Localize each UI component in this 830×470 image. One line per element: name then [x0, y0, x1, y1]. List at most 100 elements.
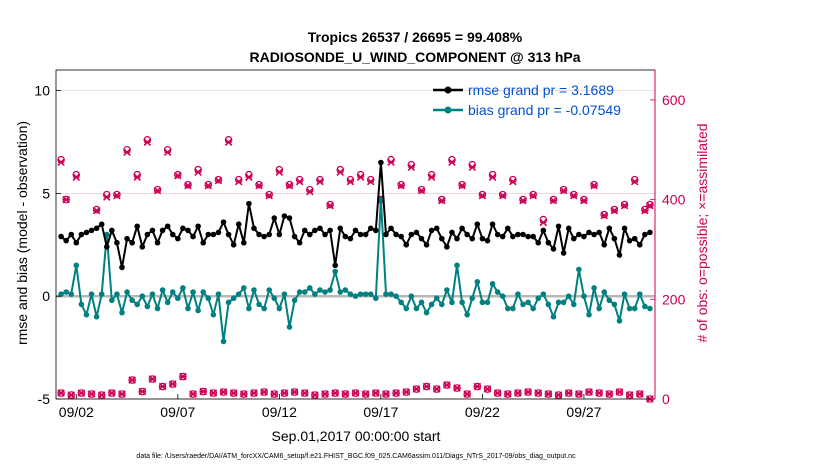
bias-point [281, 291, 288, 297]
bias-point [449, 299, 455, 306]
obs-low-assimilated-point [57, 389, 65, 397]
obs-possible-point [265, 190, 274, 199]
bias-point [144, 303, 151, 310]
bias-point [175, 295, 181, 302]
rmse-point [190, 233, 196, 240]
obs-possible-point [641, 205, 649, 214]
y-axis-left: -5 0 5 10 [34, 83, 61, 407]
rmse-point [545, 239, 552, 246]
obs-assimilated-point [356, 173, 365, 181]
bias-point [357, 291, 364, 297]
rmse-point [169, 231, 176, 238]
obs-low-assimilated-point [483, 385, 492, 393]
bias-point [225, 299, 232, 306]
rmse-point [271, 215, 278, 221]
x-tick-label: 09/27 [566, 404, 601, 420]
bias-point [403, 305, 410, 312]
rmse-point [195, 223, 201, 230]
rmse-point [327, 227, 333, 234]
obs-low-assimilated-point [321, 390, 329, 398]
bias-point [570, 301, 577, 308]
obs-assimilated-point [255, 181, 263, 190]
rmse-point [631, 235, 638, 242]
bias-point [581, 293, 587, 299]
bias-point [464, 311, 470, 318]
rmse-point [129, 239, 135, 246]
rmse-point [570, 235, 577, 242]
bias-point [636, 291, 643, 297]
obs-low-assimilated-point [585, 388, 593, 396]
bias-point [418, 299, 425, 306]
bias-point [215, 291, 222, 297]
bias-point [606, 297, 613, 304]
rmse-point [555, 223, 562, 230]
obs-possible-point [306, 185, 314, 194]
rmse-point [413, 229, 420, 236]
rmse-point [246, 200, 252, 207]
rmse-point [586, 229, 592, 236]
bias-point [266, 287, 273, 293]
obs-assimilated-point [646, 201, 654, 210]
obs-low-assimilated-point [240, 390, 248, 398]
obs-assimilated-point [204, 181, 213, 190]
rmse-point [362, 231, 369, 238]
obs-low-assimilated-point [311, 391, 319, 399]
bias-point [510, 305, 516, 312]
obs-assimilated-point [590, 181, 598, 190]
rmse-point [494, 231, 501, 238]
rmse-point [185, 227, 191, 234]
rmse-point [601, 241, 608, 248]
rmse-point [149, 227, 156, 234]
bias-point [241, 285, 247, 291]
obs-low-assimilated-point [77, 389, 86, 397]
obs-assimilated-point [275, 168, 284, 176]
rmse-point [225, 231, 232, 238]
rmse-point [525, 233, 531, 240]
rmse-point [438, 235, 445, 242]
rmse-point [63, 237, 69, 244]
bias-point [545, 301, 552, 308]
obs-low-assimilated-point [392, 389, 400, 397]
obs-assimilated-point [184, 181, 192, 190]
bias-point [261, 305, 267, 312]
rmse-point [581, 233, 587, 240]
obs-possible-point [417, 185, 426, 194]
obs-low-assimilated-point [179, 372, 187, 381]
obs-low-assimilated-point [189, 390, 197, 398]
rmse-point [93, 225, 100, 232]
bias-point [596, 305, 602, 312]
bias-point [388, 291, 394, 297]
obs-possible-point [346, 175, 355, 184]
obs-possible-point [326, 200, 334, 209]
obs-possible-point [630, 175, 639, 184]
obs-low-assimilated-point [128, 376, 136, 384]
rmse-point [119, 264, 125, 271]
rmse-point [210, 231, 217, 238]
bias-point [246, 305, 252, 312]
bias-point [520, 301, 526, 308]
bias-point [408, 293, 415, 299]
obs-assimilated-point [498, 191, 507, 200]
rmse-point [469, 235, 476, 242]
rmse-point [596, 229, 602, 236]
legend: rmse grand pr = 3.1689 bias grand pr = -… [433, 82, 621, 118]
bias-point [489, 281, 496, 287]
rmse-point [347, 235, 354, 242]
obs-low-assimilated-point [87, 390, 96, 398]
bias-point [185, 305, 191, 312]
bias-point [205, 295, 212, 302]
obs-assimilated-point [295, 177, 304, 186]
bias-point [164, 299, 171, 306]
bias-point [129, 297, 135, 304]
bias-point [540, 291, 547, 297]
rmse-point [109, 227, 115, 234]
bias-point [78, 301, 85, 308]
rmse-point [611, 235, 618, 242]
bias-point [317, 287, 323, 293]
rmse-point [230, 241, 237, 248]
obs-low-assimilated-point [168, 380, 177, 388]
obs-low-assimilated-point [280, 389, 289, 397]
bias-point [322, 289, 328, 295]
obs-assimilated-point [285, 181, 294, 190]
rmse-point [530, 233, 536, 240]
